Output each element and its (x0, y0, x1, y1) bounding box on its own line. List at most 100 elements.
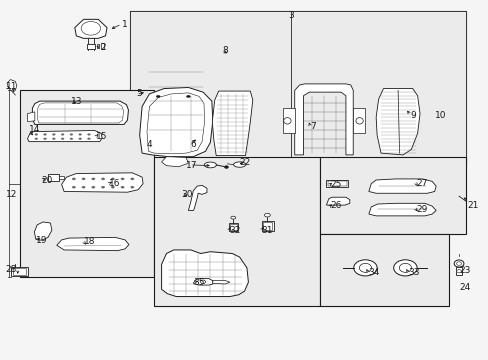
Polygon shape (161, 157, 188, 167)
Text: 29: 29 (415, 205, 427, 214)
Text: 5: 5 (136, 89, 142, 98)
Ellipse shape (121, 186, 124, 188)
Bar (261, 221, 273, 231)
Polygon shape (161, 250, 248, 297)
Text: 10: 10 (434, 111, 445, 120)
Ellipse shape (355, 118, 363, 124)
Text: 26: 26 (330, 201, 341, 210)
Bar (326, 180, 347, 187)
Ellipse shape (81, 178, 85, 180)
Polygon shape (27, 131, 102, 141)
Polygon shape (294, 84, 352, 155)
Bar (154, 157, 320, 306)
Text: 7: 7 (310, 122, 315, 131)
Text: 12: 12 (5, 190, 17, 199)
Bar (327, 181, 346, 186)
Bar (263, 222, 272, 230)
Ellipse shape (35, 134, 38, 135)
Ellipse shape (353, 260, 376, 276)
Text: 11: 11 (5, 82, 17, 91)
Ellipse shape (35, 138, 38, 140)
Text: 18: 18 (83, 237, 95, 246)
Text: 14: 14 (28, 125, 40, 134)
Bar (130, 12, 466, 166)
Ellipse shape (43, 134, 46, 135)
Text: 35: 35 (193, 278, 204, 287)
Polygon shape (34, 222, 52, 240)
Ellipse shape (61, 138, 64, 140)
Polygon shape (368, 203, 435, 216)
Polygon shape (7, 80, 17, 92)
Ellipse shape (87, 138, 90, 140)
Ellipse shape (91, 178, 95, 180)
Polygon shape (193, 279, 212, 285)
Ellipse shape (130, 186, 134, 188)
Text: 8: 8 (222, 46, 228, 55)
Bar (97, 44, 99, 48)
Text: 31: 31 (261, 226, 272, 235)
Text: 13: 13 (71, 96, 83, 105)
Polygon shape (61, 173, 143, 192)
Ellipse shape (233, 162, 245, 167)
Ellipse shape (70, 134, 73, 135)
Ellipse shape (200, 280, 205, 284)
Text: 3: 3 (287, 10, 293, 19)
Text: 16: 16 (109, 179, 120, 188)
Bar (320, 234, 448, 306)
Bar (59, 176, 64, 179)
Bar (229, 224, 236, 230)
Text: 32: 32 (228, 226, 240, 235)
Text: 1: 1 (122, 19, 127, 28)
Text: 15: 15 (96, 132, 107, 141)
Ellipse shape (186, 95, 190, 98)
Bar (101, 43, 103, 49)
Polygon shape (188, 185, 206, 211)
Polygon shape (375, 89, 419, 155)
Text: 30: 30 (181, 190, 192, 199)
Ellipse shape (393, 260, 416, 276)
Ellipse shape (359, 264, 371, 273)
Text: 20: 20 (41, 176, 52, 185)
Ellipse shape (456, 262, 461, 265)
Text: 23: 23 (458, 266, 469, 275)
Bar (320, 157, 466, 234)
Polygon shape (57, 237, 129, 251)
Bar (13, 268, 26, 275)
Ellipse shape (79, 134, 81, 135)
Polygon shape (352, 108, 365, 134)
Text: 4: 4 (147, 140, 152, 149)
Polygon shape (27, 112, 35, 122)
Text: 17: 17 (185, 161, 197, 170)
Polygon shape (212, 91, 252, 156)
Ellipse shape (156, 95, 160, 98)
Text: 6: 6 (190, 140, 196, 149)
Ellipse shape (111, 178, 114, 180)
Polygon shape (140, 87, 212, 157)
Text: 2: 2 (101, 43, 106, 52)
Polygon shape (37, 103, 123, 123)
Bar (130, 12, 290, 166)
Ellipse shape (399, 264, 411, 273)
Text: 24: 24 (458, 283, 469, 292)
Ellipse shape (87, 134, 90, 135)
Text: 28: 28 (5, 265, 17, 274)
Bar (11, 267, 27, 276)
Ellipse shape (72, 186, 75, 188)
Ellipse shape (43, 138, 46, 140)
Ellipse shape (70, 138, 73, 140)
Ellipse shape (52, 134, 55, 135)
Polygon shape (326, 197, 349, 205)
Ellipse shape (204, 162, 216, 168)
Polygon shape (75, 19, 107, 39)
Ellipse shape (264, 213, 270, 217)
Text: 33: 33 (407, 268, 419, 277)
Text: 21: 21 (467, 201, 478, 210)
Ellipse shape (130, 178, 134, 180)
Bar (290, 12, 466, 166)
Ellipse shape (79, 138, 81, 140)
Bar (228, 223, 237, 231)
Ellipse shape (101, 178, 104, 180)
Polygon shape (212, 280, 229, 284)
Polygon shape (32, 101, 128, 125)
Polygon shape (147, 93, 204, 154)
